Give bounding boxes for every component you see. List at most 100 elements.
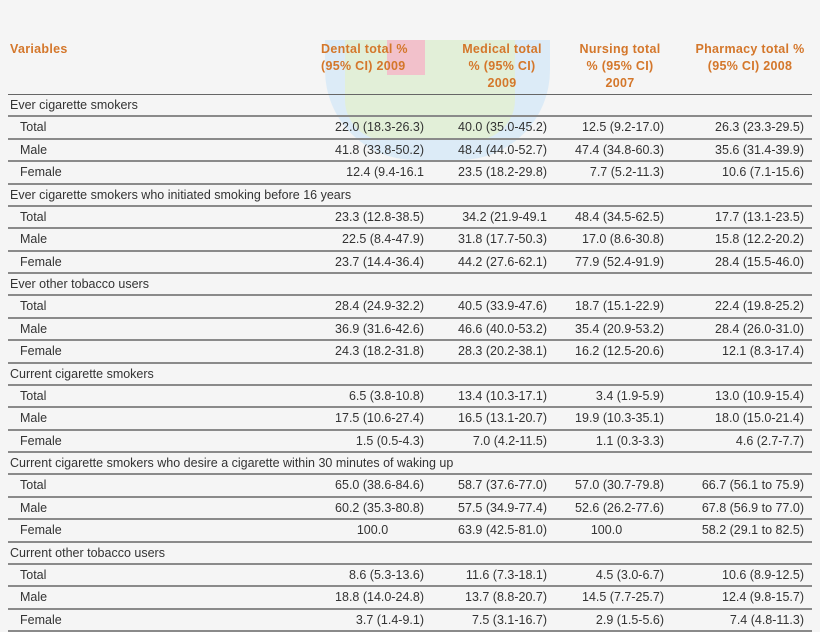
header-nursing-line3: 2007 (565, 75, 675, 92)
pharmacy-value: 10.6 (8.9-12.5) (722, 565, 804, 586)
dental-value: 1.5 (0.5-4.3) (356, 431, 424, 452)
pharmacy-value: 28.4 (26.0-31.0) (715, 319, 804, 340)
medical-value: 13.7 (8.8-20.7) (465, 587, 547, 608)
row-label: Female (20, 162, 62, 183)
nursing-value: 19.9 (10.3-35.1) (575, 408, 664, 429)
row-label: Female (20, 520, 62, 541)
row-label: Female (20, 431, 62, 452)
pharmacy-value: 67.8 (56.9 to 77.0) (702, 498, 804, 519)
nursing-value: 17.0 (8.6-30.8) (582, 229, 664, 250)
row-label: Total (20, 207, 46, 228)
dental-value: 6.5 (3.8-10.8) (349, 386, 424, 407)
row-label: Total (20, 386, 46, 407)
nursing-value: 52.6 (26.2-77.6) (575, 498, 664, 519)
header-pharmacy: Pharmacy total % (95% CI) 2008 (688, 41, 812, 75)
row-label: Male (20, 319, 47, 340)
nursing-value: 18.7 (15.1-22.9) (575, 296, 664, 317)
dental-value: 23.3 (12.8-38.5) (335, 207, 424, 228)
pharmacy-value: 66.7 (56.1 to 75.9) (702, 475, 804, 496)
header-medical-line3: 2009 (446, 75, 558, 92)
table-row: Male 22.5 (8.4-47.9) 31.8 (17.7-50.3) 17.0 … (8, 229, 812, 252)
table-header: Variables Dental total % (95% CI) 2009 M… (8, 0, 812, 95)
row-label: Total (20, 475, 46, 496)
pharmacy-value: 26.3 (23.3-29.5) (715, 117, 804, 138)
section-title: Ever cigarette smokers who initiated smo… (8, 185, 812, 207)
pharmacy-value: 35.6 (31.4-39.9) (715, 140, 804, 161)
pharmacy-value: 17.7 (13.1-23.5) (715, 207, 804, 228)
dental-value: 18.8 (14.0-24.8) (335, 587, 424, 608)
header-variables: Variables (10, 41, 68, 58)
nursing-value: 57.0 (30.7-79.8) (575, 475, 664, 496)
section-title: Ever other tobacco users (8, 274, 812, 296)
row-label: Female (20, 610, 62, 631)
table-row: Female 1.5 (0.5-4.3) 7.0 (4.2-11.5) 1.1 (0.… (8, 431, 812, 454)
dental-value: 23.7 (14.4-36.4) (335, 252, 424, 273)
nursing-value: 48.4 (34.5-62.5) (575, 207, 664, 228)
section-title: Ever cigarette smokers (8, 95, 812, 117)
dental-value: 22.5 (8.4-47.9) (342, 229, 424, 250)
medical-value: 48.4 (44.0-52.7) (458, 140, 547, 161)
header-nursing-line1: Nursing total (565, 41, 675, 58)
header-dental-line2: (95% CI) 2009 (321, 58, 431, 75)
pharmacy-value: 58.2 (29.1 to 82.5) (702, 520, 804, 541)
dental-value: 65.0 (38.6-84.6) (335, 475, 424, 496)
pharmacy-value: 18.0 (15.0-21.4) (715, 408, 804, 429)
header-medical-line2: % (95% CI) (446, 58, 558, 75)
pharmacy-value: 22.4 (19.8-25.2) (715, 296, 804, 317)
section-title: Current cigarette smokers who desire a c… (8, 453, 812, 475)
row-label: Total (20, 565, 46, 586)
section-title: Current cigarette smokers (8, 364, 812, 386)
header-dental-line1: Dental total % (321, 41, 431, 58)
nursing-value: 77.9 (52.4-91.9) (575, 252, 664, 273)
row-label: Total (20, 117, 46, 138)
header-pharmacy-line2: (95% CI) 2008 (688, 58, 812, 75)
pharmacy-value: 4.6 (2.7-7.7) (736, 431, 804, 452)
medical-value: 31.8 (17.7-50.3) (458, 229, 547, 250)
section-title: Current other tobacco users (8, 543, 812, 565)
medical-value: 11.6 (7.3-18.1) (466, 565, 547, 586)
medical-value: 16.5 (13.1-20.7) (458, 408, 547, 429)
table-row: Total 23.3 (12.8-38.5) 34.2 (21.9-49.1 48.4… (8, 207, 812, 230)
data-table: Variables Dental total % (95% CI) 2009 M… (8, 0, 812, 632)
nursing-value: 7.7 (5.2-11.3) (590, 162, 664, 183)
medical-value: 23.5 (18.2-29.8) (458, 162, 547, 183)
medical-value: 7.5 (3.1-16.7) (472, 610, 547, 631)
medical-value: 28.3 (20.2-38.1) (458, 341, 547, 362)
medical-value: 34.2 (21.9-49.1 (462, 207, 547, 228)
medical-value: 13.4 (10.3-17.1) (458, 386, 547, 407)
dental-value: 36.9 (31.6-42.6) (335, 319, 424, 340)
medical-value: 40.5 (33.9-47.6) (458, 296, 547, 317)
medical-value: 7.0 (4.2-11.5) (473, 431, 547, 452)
pharmacy-value: 15.8 (12.2-20.2) (715, 229, 804, 250)
pharmacy-value: 13.0 (10.9-15.4) (715, 386, 804, 407)
row-label: Male (20, 229, 47, 250)
header-pharmacy-line1: Pharmacy total % (688, 41, 812, 58)
nursing-value: 35.4 (20.9-53.2) (575, 319, 664, 340)
dental-value: 12.4 (9.4-16.1 (346, 162, 424, 183)
table-row: Female 12.4 (9.4-16.1 23.5 (18.2-29.8) 7.7 … (8, 162, 812, 185)
nursing-value: 4.5 (3.0-6.7) (596, 565, 664, 586)
nursing-value: 16.2 (12.5-20.6) (575, 341, 664, 362)
medical-value: 57.5 (34.9-77.4) (458, 498, 547, 519)
nursing-value: 100.0 (548, 520, 665, 541)
nursing-value: 1.1 (0.3-3.3) (596, 431, 664, 452)
pharmacy-value: 12.1 (8.3-17.4) (722, 341, 804, 362)
dental-value: 100.0 (321, 520, 424, 541)
nursing-value: 2.9 (1.5-5.6) (596, 610, 664, 631)
row-label: Female (20, 341, 62, 362)
dental-value: 22.0 (18.3-26.3) (335, 117, 424, 138)
dental-value: 28.4 (24.9-32.2) (335, 296, 424, 317)
pharmacy-value: 12.4 (9.8-15.7) (722, 587, 804, 608)
